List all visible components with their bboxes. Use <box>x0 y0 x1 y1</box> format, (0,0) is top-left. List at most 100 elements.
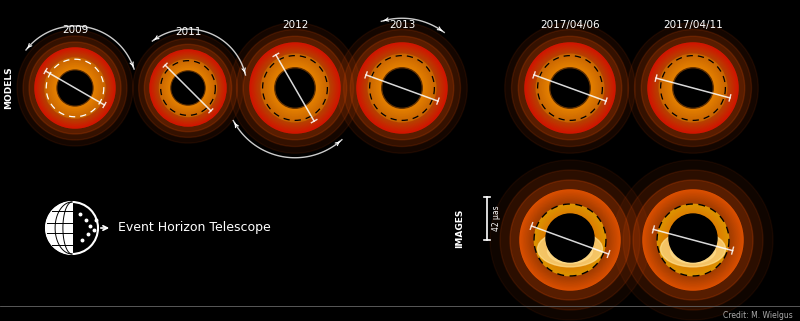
Ellipse shape <box>291 84 298 92</box>
Ellipse shape <box>154 55 222 122</box>
Ellipse shape <box>357 43 447 133</box>
Ellipse shape <box>358 44 446 132</box>
Ellipse shape <box>182 82 194 94</box>
Ellipse shape <box>521 191 619 289</box>
Ellipse shape <box>394 80 410 96</box>
Ellipse shape <box>518 36 622 140</box>
Ellipse shape <box>642 36 745 140</box>
Ellipse shape <box>155 55 221 121</box>
Ellipse shape <box>670 65 716 111</box>
Ellipse shape <box>534 204 606 276</box>
Ellipse shape <box>72 85 78 91</box>
Ellipse shape <box>395 81 409 95</box>
Ellipse shape <box>670 217 716 263</box>
Ellipse shape <box>654 201 732 279</box>
Ellipse shape <box>665 59 722 117</box>
Ellipse shape <box>62 75 88 101</box>
Ellipse shape <box>658 54 727 123</box>
Ellipse shape <box>566 83 574 92</box>
Ellipse shape <box>50 63 100 113</box>
Ellipse shape <box>186 85 190 91</box>
Ellipse shape <box>173 73 203 103</box>
Ellipse shape <box>279 72 310 104</box>
Ellipse shape <box>159 59 217 117</box>
Ellipse shape <box>662 209 724 271</box>
Ellipse shape <box>390 76 414 100</box>
Ellipse shape <box>682 229 704 251</box>
Ellipse shape <box>526 195 614 284</box>
Ellipse shape <box>56 69 94 107</box>
Ellipse shape <box>690 237 696 243</box>
Ellipse shape <box>374 59 430 117</box>
Ellipse shape <box>671 218 715 262</box>
Ellipse shape <box>532 50 608 126</box>
Ellipse shape <box>674 221 712 259</box>
Ellipse shape <box>151 51 225 125</box>
Ellipse shape <box>655 202 731 278</box>
Ellipse shape <box>685 232 701 248</box>
Ellipse shape <box>528 46 612 130</box>
Ellipse shape <box>542 211 598 269</box>
Ellipse shape <box>528 198 612 282</box>
Ellipse shape <box>156 56 220 120</box>
Ellipse shape <box>565 83 575 93</box>
Ellipse shape <box>530 201 610 279</box>
Ellipse shape <box>385 71 419 105</box>
Text: 2009: 2009 <box>62 25 88 35</box>
Ellipse shape <box>688 235 698 245</box>
Ellipse shape <box>294 86 297 90</box>
Ellipse shape <box>541 59 599 117</box>
Ellipse shape <box>666 61 720 115</box>
Ellipse shape <box>360 46 444 130</box>
Ellipse shape <box>270 63 320 113</box>
Ellipse shape <box>290 83 300 93</box>
Ellipse shape <box>656 203 730 277</box>
Ellipse shape <box>547 218 593 263</box>
Ellipse shape <box>646 193 740 287</box>
Ellipse shape <box>531 201 609 279</box>
Ellipse shape <box>56 69 94 107</box>
Ellipse shape <box>650 45 737 132</box>
Ellipse shape <box>569 86 571 90</box>
Ellipse shape <box>538 56 602 120</box>
Ellipse shape <box>375 61 429 115</box>
Ellipse shape <box>292 85 298 91</box>
Ellipse shape <box>372 58 432 118</box>
Ellipse shape <box>533 50 607 126</box>
Ellipse shape <box>681 228 706 253</box>
Ellipse shape <box>66 79 84 97</box>
Ellipse shape <box>280 73 310 103</box>
Ellipse shape <box>58 71 92 105</box>
Ellipse shape <box>680 227 706 253</box>
Ellipse shape <box>646 193 741 288</box>
Ellipse shape <box>661 231 726 267</box>
Ellipse shape <box>64 77 86 99</box>
Ellipse shape <box>690 84 697 92</box>
Ellipse shape <box>674 68 713 108</box>
Ellipse shape <box>364 50 440 126</box>
Ellipse shape <box>176 76 200 100</box>
Ellipse shape <box>553 223 587 257</box>
Ellipse shape <box>544 62 596 114</box>
Ellipse shape <box>670 218 715 263</box>
Ellipse shape <box>35 48 115 128</box>
Ellipse shape <box>674 221 712 259</box>
Ellipse shape <box>362 48 442 128</box>
Ellipse shape <box>177 77 199 100</box>
Ellipse shape <box>529 199 611 281</box>
Ellipse shape <box>666 214 719 266</box>
Ellipse shape <box>250 43 340 133</box>
Ellipse shape <box>52 65 98 111</box>
Ellipse shape <box>554 224 586 256</box>
Ellipse shape <box>266 59 323 117</box>
Ellipse shape <box>525 43 615 133</box>
Ellipse shape <box>186 86 190 90</box>
Ellipse shape <box>70 83 80 93</box>
Ellipse shape <box>557 74 583 101</box>
Ellipse shape <box>658 204 729 276</box>
Ellipse shape <box>550 221 590 259</box>
Ellipse shape <box>168 68 208 108</box>
Text: 2017/04/11: 2017/04/11 <box>663 20 723 30</box>
Ellipse shape <box>278 72 311 105</box>
Ellipse shape <box>162 62 214 114</box>
